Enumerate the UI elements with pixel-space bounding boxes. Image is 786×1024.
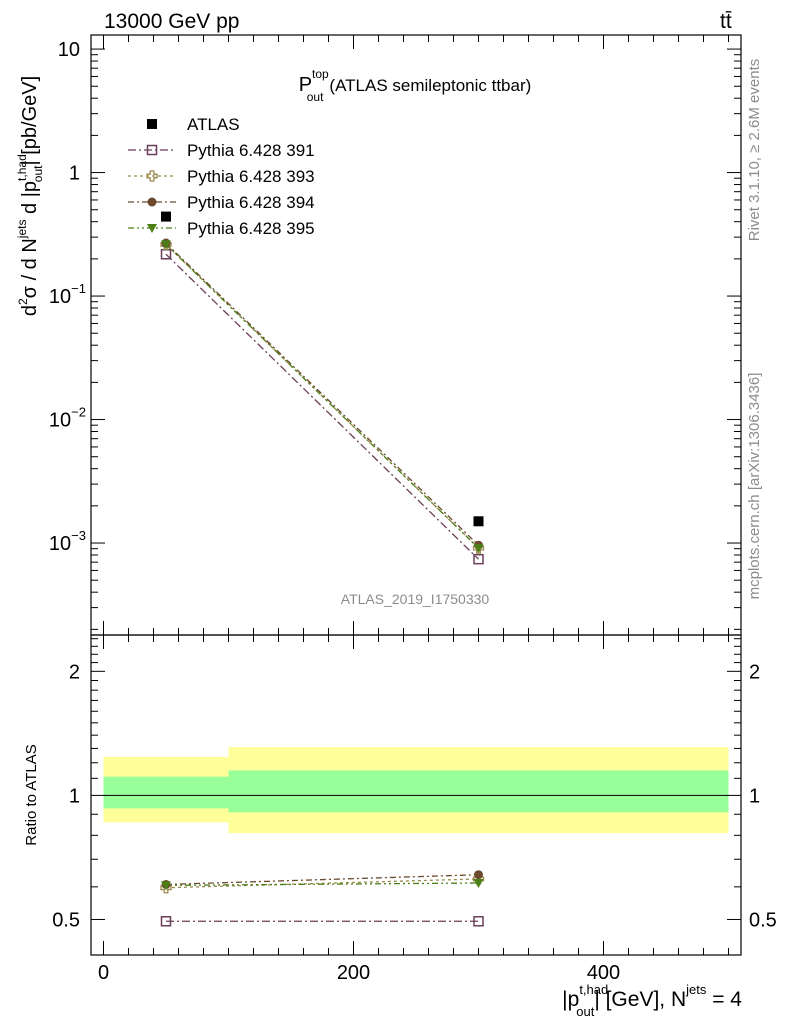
y-tick-label: 1: [69, 163, 80, 185]
uncertainty-band-inner: [103, 776, 229, 809]
process-label: tt̄: [720, 10, 732, 33]
y-tick-label: 10: [58, 39, 80, 61]
mcplots-label: mcplots.cern.ch [arXiv:1306.3436]: [746, 373, 763, 600]
rivet-label: Rivet 3.1.10, ≥ 2.6M events: [746, 59, 763, 242]
legend-marker-p393: [146, 170, 158, 182]
ratio-point-p391: [160, 916, 172, 927]
legend-marker-p394: [147, 197, 157, 207]
data-point-atlas: [161, 211, 171, 222]
ratio-y-tick-label-right: 2: [749, 661, 760, 683]
analysis-watermark: ATLAS_2019_I1750330: [341, 591, 490, 607]
series-line-p395: [165, 243, 479, 549]
series-line-p394: [165, 242, 479, 546]
legend-label-p391: Pythia 6.428 391: [187, 141, 315, 160]
x-tick-label: 200: [337, 962, 370, 984]
ratio-line-p393: [165, 878, 479, 889]
ratio-y-tick-label: 1: [69, 785, 80, 807]
data-point-atlas: [473, 516, 484, 527]
x-axis-label: |pt,had out| [GeV], Njets = 4: [562, 982, 742, 1019]
legend-marker-atlas: [147, 119, 157, 129]
ratio-point-p391: [473, 916, 484, 927]
y-tick-label: 10−2: [49, 405, 86, 432]
ratio-line-p394: [165, 874, 479, 886]
ratio-y-tick-label-right: 0.5: [749, 909, 777, 931]
ratio-y-axis-label: Ratio to ATLAS: [23, 744, 40, 845]
y-tick-label: 10−1: [49, 281, 86, 308]
data-point-p395: [161, 240, 171, 250]
uncertainty-band-inner: [228, 770, 729, 813]
ratio-plot-panel: 0.5 0.5 1 1 2 2 0 200 400 Ratio to ATLAS |pt,ha…: [23, 634, 777, 1019]
data-point-p395: [473, 544, 484, 554]
legend: ATLAS Pythia 6.428 391 Pythia 6.428 393 Pyt…: [128, 115, 315, 238]
data-point-p391: [473, 553, 484, 565]
x-tick-label: 400: [587, 962, 620, 984]
legend-label-atlas: ATLAS: [187, 115, 240, 134]
legend-label-p393: Pythia 6.428 393: [187, 167, 315, 186]
main-plot-panel: 10 1 10−1 10−2 10−3 Ptop out(ATLAS semilepton…: [15, 34, 742, 636]
legend-label-p394: Pythia 6.428 394: [187, 193, 315, 212]
legend-label-p395: Pythia 6.428 395: [187, 219, 315, 238]
legend-marker-p391: [146, 144, 158, 156]
legend-marker-p395: [147, 224, 157, 233]
x-tick-label: 0: [98, 962, 109, 984]
ratio-point-p394: [474, 870, 483, 880]
ratio-y-tick-label-right: 1: [749, 785, 760, 807]
energy-label: 13000 GeV pp: [104, 10, 239, 33]
ratio-point-p395: [161, 881, 171, 891]
y-tick-label: 10−3: [49, 528, 86, 555]
ratio-line-p395: [165, 882, 479, 887]
ratio-y-tick-label: 0.5: [52, 909, 80, 931]
series-line-p391: [165, 253, 479, 560]
main-y-axis-label: d2σ / d Njets d |pt,had out| [pb/GeV]: [15, 76, 45, 316]
ratio-y-tick-label: 2: [69, 661, 80, 683]
plot-title: Ptop out(ATLAS semileptonic ttbar): [299, 67, 532, 104]
ratio-point-p395: [473, 879, 484, 889]
